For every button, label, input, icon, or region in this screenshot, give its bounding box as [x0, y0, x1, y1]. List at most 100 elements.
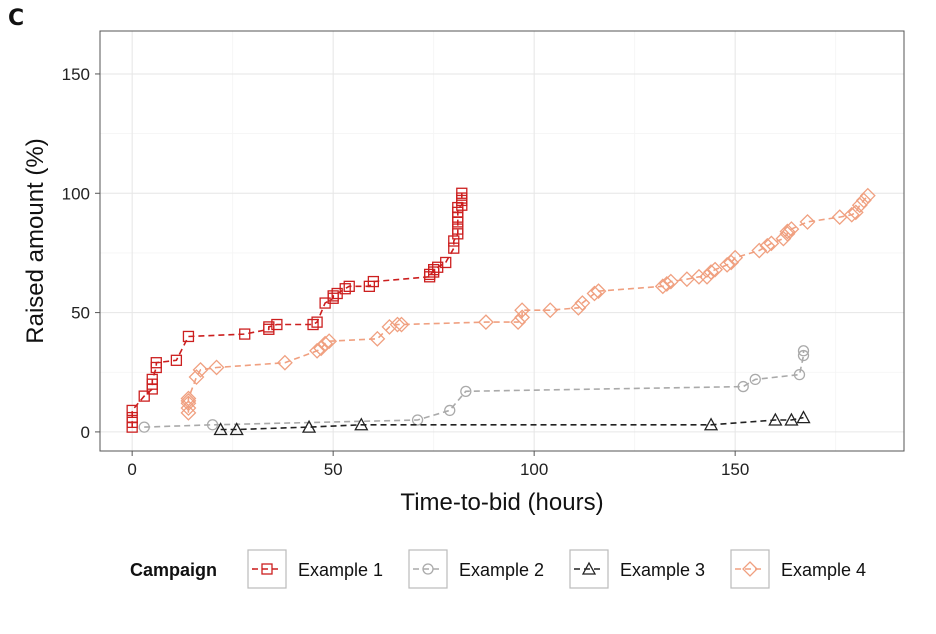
data-point: [478, 314, 494, 331]
legend-item: Example 3: [569, 549, 705, 589]
data-point: [317, 335, 334, 352]
y-tick-label: 0: [81, 423, 90, 442]
data-point: [703, 264, 719, 280]
data-point: [691, 268, 707, 285]
data-point: [354, 417, 369, 431]
data-point: [448, 235, 460, 247]
data-point: [514, 309, 531, 326]
data-point: [188, 369, 205, 385]
data-point: [699, 268, 715, 285]
legend-item: Example 4: [730, 549, 866, 589]
data-point: [150, 357, 162, 369]
data-point: [440, 256, 452, 269]
data-point: [448, 242, 460, 254]
axes: 0 50 100 150 0 50 100 150: [62, 65, 750, 479]
data-point: [797, 345, 810, 357]
series-1: [126, 187, 468, 433]
legend-item: Example 1: [247, 549, 383, 589]
data-point: [847, 204, 864, 221]
x-tick-label: 100: [520, 460, 548, 479]
series-line: [131, 193, 463, 428]
data-point: [389, 316, 406, 333]
legend-key-marker: [261, 563, 273, 575]
data-point: [180, 392, 197, 409]
data-point: [138, 390, 150, 402]
data-point: [763, 235, 780, 252]
data-point: [799, 213, 816, 230]
legend-label: Example 2: [459, 560, 544, 580]
data-point: [797, 349, 810, 362]
data-point: [339, 283, 351, 295]
series-layer: [126, 187, 876, 436]
legend-item: Example 2: [408, 549, 544, 589]
legend-label: Example 3: [620, 560, 705, 580]
data-point: [327, 290, 339, 302]
x-tick-label: 150: [721, 460, 749, 479]
plot-border: [99, 30, 905, 452]
data-point: [727, 249, 744, 266]
legend: Campaign Example 1 Example 2 Example 3 Examp…: [130, 549, 866, 589]
series-3: [213, 410, 811, 436]
y-axis-title: Raised amount (%): [22, 138, 49, 343]
legend-label: Example 4: [781, 560, 866, 580]
data-point: [180, 390, 197, 407]
data-point: [654, 278, 671, 295]
data-point: [213, 422, 228, 436]
data-point: [514, 302, 531, 319]
data-point: [460, 385, 472, 397]
data-point: [307, 318, 319, 331]
data-point: [855, 192, 872, 209]
data-point: [311, 316, 323, 328]
data-point: [843, 206, 860, 223]
series-4: [180, 187, 876, 421]
data-point: [444, 404, 456, 417]
data-point: [182, 330, 195, 343]
data-point: [851, 197, 868, 214]
data-point: [170, 354, 183, 366]
data-point: [590, 283, 607, 300]
data-point: [703, 417, 719, 431]
data-point: [313, 340, 330, 357]
data-point: [723, 254, 740, 271]
data-point: [793, 368, 806, 381]
plot-background: [100, 31, 904, 451]
data-point: [749, 373, 761, 386]
legend-label: Example 1: [298, 560, 383, 580]
data-point: [277, 354, 293, 371]
data-point: [229, 422, 244, 436]
data-point: [775, 230, 792, 247]
data-point: [542, 302, 559, 319]
data-point: [759, 237, 776, 254]
grid-lines: [100, 31, 904, 451]
data-point: [309, 342, 325, 359]
data-point: [662, 273, 679, 290]
data-point: [570, 299, 587, 316]
data-point: [138, 421, 150, 433]
data-point: [574, 295, 591, 311]
series-line: [144, 350, 805, 428]
data-point: [126, 404, 138, 417]
x-tick-label: 50: [324, 460, 343, 479]
data-point: [586, 285, 603, 302]
data-point: [737, 380, 749, 393]
data-point: [367, 275, 380, 288]
data-point: [751, 242, 768, 259]
data-point: [208, 359, 225, 376]
data-point: [321, 333, 338, 350]
data-point: [779, 225, 796, 242]
y-tick-label: 150: [62, 65, 90, 84]
data-point: [271, 318, 283, 331]
data-point: [411, 414, 424, 426]
data-point: [239, 328, 251, 340]
data-point: [796, 410, 811, 424]
legend-key-marker: [581, 561, 597, 575]
data-point: [707, 261, 723, 278]
y-tick-label: 100: [62, 184, 90, 203]
data-point: [859, 187, 876, 204]
data-point: [428, 263, 440, 276]
data-point: [658, 276, 675, 292]
x-axis-title: Time-to-bid (hours): [400, 489, 603, 516]
data-point: [779, 223, 796, 240]
panel-label: C: [8, 6, 25, 31]
